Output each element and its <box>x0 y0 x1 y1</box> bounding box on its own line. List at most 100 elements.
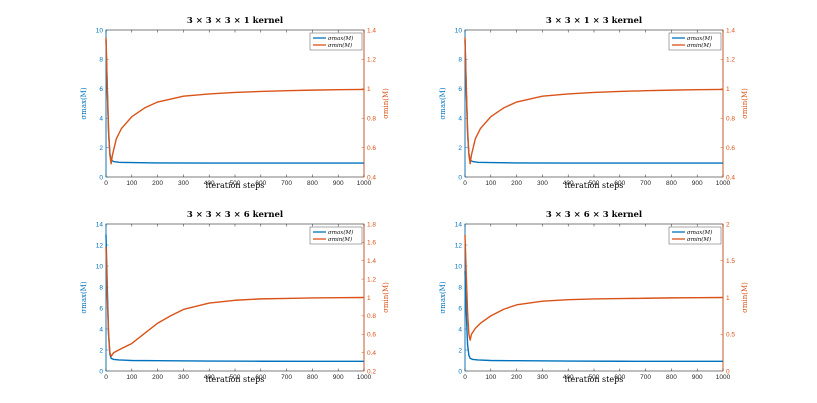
x-tick-label: 700 <box>640 374 651 381</box>
x-tick-label: 0 <box>463 374 467 381</box>
y-left-axis-label: σmax(M) <box>439 87 447 119</box>
y-right-tick-label: 1 <box>367 86 371 93</box>
y-right-tick-label: 0.6 <box>726 145 735 152</box>
y-right-tick-label: 1.4 <box>367 258 376 265</box>
x-tick-label: 300 <box>537 180 548 187</box>
y-right-axis-label: σmin(M) <box>741 88 749 119</box>
y-left-tick-label: 8 <box>99 57 103 64</box>
y-left-tick-label: 4 <box>458 326 462 333</box>
y-right-tick-label: 0.8 <box>367 116 376 123</box>
x-tick-label: 700 <box>281 180 292 187</box>
y-left-axis-label: σmax(M) <box>439 281 447 313</box>
series-line-sigma-min <box>464 235 724 341</box>
x-tick-label: 500 <box>230 374 241 381</box>
x-tick-label: 500 <box>589 374 600 381</box>
y-right-tick-label: 0.4 <box>367 174 376 181</box>
y-left-tick-label: 6 <box>99 86 103 93</box>
y-left-axis-label: σmax(M) <box>80 281 88 313</box>
x-tick-label: 0 <box>104 374 108 381</box>
x-tick-label: 900 <box>692 180 703 187</box>
y-right-tick-label: 0.6 <box>367 145 376 152</box>
y-left-tick-label: 8 <box>99 284 103 291</box>
x-axis-label: iteration steps <box>206 181 265 190</box>
x-tick-label: 800 <box>666 374 677 381</box>
x-tick-label: 900 <box>333 374 344 381</box>
y-right-tick-label: 0.5 <box>726 332 735 339</box>
y-right-tick-label: 2 <box>726 221 730 228</box>
series-line-sigma-max <box>464 271 723 363</box>
y-left-tick-label: 14 <box>96 221 104 228</box>
x-tick-label: 300 <box>178 374 189 381</box>
y-left-tick-label: 4 <box>458 116 462 123</box>
x-axis-label: iteration steps <box>206 375 265 384</box>
chart-title: 3 × 3 × 3 × 6 kernel <box>187 210 284 220</box>
x-tick-label: 700 <box>281 374 292 381</box>
legend-entry: σmax(M) <box>687 229 712 236</box>
x-tick-label: 200 <box>152 180 163 187</box>
x-tick-label: 800 <box>666 180 677 187</box>
legend-entry: σmin(M) <box>687 42 711 49</box>
y-left-tick-label: 8 <box>458 284 462 291</box>
x-tick-label: 0 <box>463 180 467 187</box>
y-right-axis-label: σmin(M) <box>741 282 749 313</box>
y-right-tick-label: 1 <box>726 295 730 302</box>
plot-frame <box>105 29 365 178</box>
y-right-tick-label: 1.4 <box>367 27 376 34</box>
legend-entry: σmax(M) <box>687 35 712 42</box>
x-tick-label: 100 <box>485 374 496 381</box>
y-right-tick-label: 0.8 <box>726 116 735 123</box>
x-tick-label: 400 <box>563 180 574 187</box>
x-tick-label: 300 <box>178 180 189 187</box>
y-left-tick-label: 2 <box>99 347 103 354</box>
y-right-tick-label: 1.2 <box>367 276 376 283</box>
chart-title: 3 × 3 × 3 × 1 kernel <box>187 16 284 26</box>
series-line-sigma-min <box>105 246 365 357</box>
x-tick-label: 600 <box>255 374 266 381</box>
y-right-tick-label: 1.5 <box>726 258 735 265</box>
x-tick-label: 1000 <box>716 374 731 381</box>
series-line-sigma-min <box>105 37 365 165</box>
y-right-tick-label: 1.4 <box>726 27 735 34</box>
x-tick-label: 800 <box>307 180 318 187</box>
legend-box <box>668 32 722 51</box>
y-right-tick-label: 0.8 <box>367 313 376 320</box>
y-right-tick-label: 0.4 <box>726 174 735 181</box>
x-tick-label: 500 <box>589 180 600 187</box>
y-left-tick-label: 0 <box>458 368 462 375</box>
y-left-tick-label: 4 <box>99 326 103 333</box>
y-right-tick-label: 1.2 <box>367 57 376 64</box>
legend-entry: σmin(M) <box>328 42 352 49</box>
x-tick-label: 700 <box>640 180 651 187</box>
x-tick-label: 400 <box>563 374 574 381</box>
x-tick-label: 900 <box>333 180 344 187</box>
chart-panel-bottom-right: 3 × 3 × 6 × 3 kernel iteration steps 0 10… <box>439 210 749 384</box>
y-left-tick-label: 8 <box>458 57 462 64</box>
legend-box <box>309 226 363 245</box>
x-tick-label: 600 <box>255 180 266 187</box>
y-left-tick-label: 6 <box>99 305 103 312</box>
y-left-tick-label: 10 <box>96 263 104 270</box>
x-tick-label: 400 <box>204 374 215 381</box>
legend-entry: σmax(M) <box>328 35 353 42</box>
legend-entry: σmin(M) <box>687 236 711 243</box>
y-right-tick-label: 1 <box>726 86 730 93</box>
x-tick-label: 900 <box>692 374 703 381</box>
x-tick-label: 100 <box>126 374 137 381</box>
y-right-tick-label: 1.8 <box>367 221 376 228</box>
y-right-axis-label: σmin(M) <box>382 282 390 313</box>
x-tick-label: 600 <box>614 374 625 381</box>
y-left-axis-label: σmax(M) <box>80 87 88 119</box>
x-tick-label: 200 <box>511 180 522 187</box>
legend-entry: σmin(M) <box>328 236 352 243</box>
y-right-tick-label: 0 <box>726 368 730 375</box>
x-tick-label: 600 <box>614 180 625 187</box>
y-left-tick-label: 0 <box>458 174 462 181</box>
x-tick-label: 0 <box>104 180 108 187</box>
plot-frame <box>464 29 724 178</box>
series-line-sigma-max <box>464 40 723 164</box>
x-tick-label: 400 <box>204 180 215 187</box>
x-tick-label: 100 <box>126 180 137 187</box>
chart-panel-top-left: 3 × 3 × 3 × 1 kernel iteration steps 0 10… <box>80 16 390 190</box>
x-tick-label: 300 <box>537 374 548 381</box>
